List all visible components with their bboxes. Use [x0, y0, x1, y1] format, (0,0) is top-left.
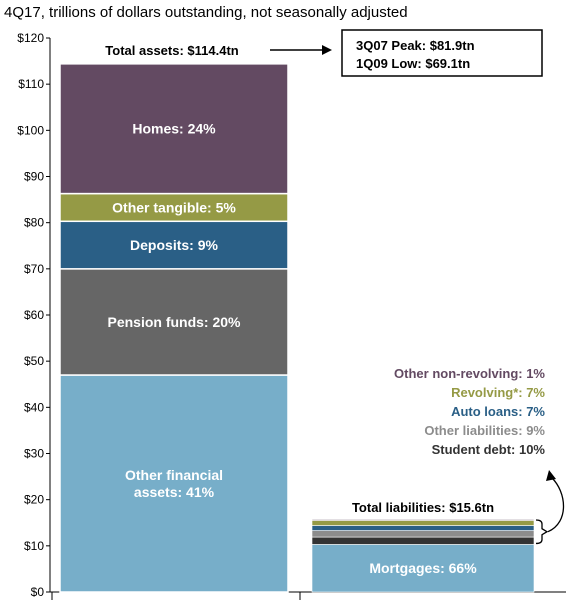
y-tick-label: $80 — [24, 216, 44, 230]
peak-line-1: 3Q07 Peak: $81.9tn — [356, 38, 475, 53]
legend-item: Other non-revolving: 1% — [394, 366, 545, 381]
y-tick-label: $30 — [24, 447, 44, 461]
assets-segment — [59, 268, 289, 376]
legend-item: Auto loans: 7% — [451, 404, 545, 419]
peak-arrow-head — [322, 45, 332, 55]
assets-segment-label: Homes: 24% — [132, 121, 216, 137]
liabilities-total-label: Total liabilities: $15.6tn — [352, 500, 494, 515]
liabilities-segment-label: Mortgages: 66% — [369, 560, 477, 576]
assets-segment-label: Deposits: 9% — [130, 237, 218, 253]
assets-total-label: Total assets: $114.4tn — [105, 43, 238, 58]
y-tick-label: $40 — [24, 400, 44, 414]
y-tick-label: $100 — [17, 123, 44, 137]
y-tick-label: $0 — [31, 585, 45, 599]
assets-segment-label: Other financial assets: 41% — [125, 467, 223, 500]
annotations-layer: Total assets: $114.4tn Total liabilities:… — [105, 29, 564, 545]
assets-segment-label: Other tangible: 5% — [112, 199, 236, 215]
liabilities-segment — [311, 544, 535, 593]
liabilities-segment — [311, 519, 535, 521]
legend-item: Revolving*: 7% — [451, 385, 545, 400]
bars-layer: Other financial assets: 41% Pension funds:… — [59, 63, 535, 593]
assets-segment — [59, 374, 289, 593]
chart-subtitle: 4Q17, trillions of dollars outstanding, … — [4, 4, 408, 21]
y-tick-label: $50 — [24, 354, 44, 368]
y-tick-label: $120 — [17, 31, 44, 45]
assets-segment — [59, 192, 289, 223]
liabilities-segment — [311, 525, 535, 531]
y-tick-label: $10 — [24, 539, 44, 553]
liabilities-segment — [311, 530, 535, 538]
legend-item: Student debt: 10% — [432, 442, 546, 457]
y-tick-label: $60 — [24, 308, 44, 322]
legend-arrow-head — [546, 470, 556, 481]
peak-line-2: 1Q09 Low: $69.1tn — [356, 56, 470, 71]
peak-box — [341, 29, 543, 77]
y-tick-label: $90 — [24, 170, 44, 184]
legend-item: Other liabilities: 9% — [424, 423, 545, 438]
legend-arrow-line — [547, 477, 564, 533]
y-tick-label: $70 — [24, 262, 44, 276]
y-tick-label: $110 — [18, 77, 44, 91]
liabilities-segment — [311, 520, 535, 526]
assets-segment — [59, 63, 289, 195]
liabilities-bracket — [535, 519, 549, 545]
y-tick-label: $20 — [24, 493, 44, 507]
assets-segment-label: Pension funds: 20% — [107, 314, 241, 330]
y-axis: $0 $10 $20 $30 $40 $50 $60 $70 $80 $90 $100 $110 $12… — [17, 31, 566, 600]
liabilities-segment — [311, 536, 535, 545]
